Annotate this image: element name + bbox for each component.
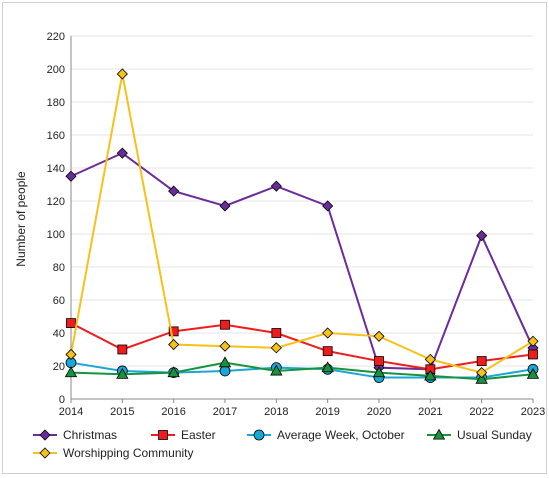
data-point-christmas	[270, 180, 282, 192]
legend: Christmas Easter Average Week, October Usua…	[33, 428, 532, 460]
data-point-average-week-october	[219, 365, 231, 377]
series-line-christmas	[70, 151, 534, 371]
data-point-usual-sunday	[270, 364, 283, 376]
series-worshipping-community	[65, 68, 539, 379]
data-point-christmas	[219, 200, 231, 212]
series-line-usual-sunday	[70, 361, 534, 381]
data-point-christmas	[476, 230, 488, 242]
grid	[71, 35, 533, 400]
data-point-easter	[117, 344, 128, 355]
series-usual-sunday	[64, 356, 540, 384]
data-point-christmas	[116, 147, 128, 159]
legend-marker	[158, 430, 168, 440]
x-tick-label: 2014	[59, 406, 83, 418]
x-tick-label: 2020	[367, 406, 391, 418]
data-point-easter	[271, 328, 282, 338]
data-point-worshipping-community	[270, 342, 282, 354]
legend-label: Worshipping Community	[63, 446, 194, 460]
data-point-christmas	[168, 185, 180, 197]
data-point-easter	[220, 319, 230, 330]
data-point-worshipping-community	[65, 348, 77, 361]
data-point-worshipping-community	[476, 367, 488, 379]
legend-label: Average Week, October	[277, 428, 405, 442]
data-point-worshipping-community	[373, 330, 385, 342]
data-point-easter	[168, 326, 179, 337]
legend-item-christmas: Christmas	[33, 428, 117, 442]
x-tick-label: 2021	[418, 406, 442, 418]
legend-label: Christmas	[63, 428, 117, 442]
y-tick-label: 140	[47, 163, 65, 175]
x-tick-label: 2015	[110, 406, 134, 418]
legend-marker	[432, 428, 446, 440]
data-point-worshipping-community	[322, 327, 334, 339]
legend-label: Usual Sunday	[457, 428, 532, 442]
data-point-usual-sunday	[64, 366, 78, 378]
data-point-usual-sunday	[321, 361, 334, 373]
legend-marker	[39, 429, 51, 441]
x-tick-label: 2023	[521, 406, 545, 418]
data-point-easter	[476, 356, 487, 366]
x-tick-label: 2019	[315, 406, 339, 418]
legend-marker	[253, 429, 265, 441]
series-line-worshipping-community	[70, 73, 534, 374]
data-point-worshipping-community	[168, 338, 180, 351]
y-tick-label: 120	[47, 196, 65, 208]
axes: 0 20 40 60 80 100 120 140 160 180 200 220 2014 2015 20…	[47, 31, 546, 418]
line-chart: 0 20 40 60 80 100 120 140 160 180 200 220 2014 2015 20…	[14, 31, 546, 460]
y-tick-label: 100	[47, 229, 65, 241]
y-tick-label: 40	[53, 328, 65, 340]
data-point-usual-sunday	[424, 369, 437, 381]
x-tick-label: 2017	[213, 406, 237, 418]
series-group	[64, 68, 540, 384]
data-point-christmas	[322, 200, 334, 212]
legend-item-worshipping-community: Worshipping Community	[33, 446, 194, 460]
y-tick-label: 200	[47, 64, 65, 76]
legend-label: Easter	[181, 428, 216, 442]
data-point-easter	[66, 318, 76, 329]
y-tick-label: 220	[47, 31, 65, 43]
y-tick-label: 80	[53, 262, 65, 274]
series-line-easter	[70, 322, 534, 371]
y-tick-label: 60	[53, 295, 65, 307]
data-point-easter	[374, 356, 384, 366]
y-tick-label: 0	[59, 394, 65, 406]
data-point-worshipping-community	[219, 340, 231, 352]
data-point-easter	[528, 349, 538, 360]
legend-item-average-week-october: Average Week, October	[247, 428, 405, 442]
data-point-worshipping-community	[527, 335, 539, 347]
data-point-christmas	[65, 170, 77, 182]
x-tick-label: 2018	[264, 406, 288, 418]
y-tick-label: 180	[47, 97, 65, 109]
y-tick-label: 160	[47, 130, 65, 142]
y-axis-label: Number of people	[14, 171, 28, 267]
data-point-easter	[322, 346, 333, 357]
data-point-usual-sunday	[218, 356, 232, 368]
x-tick-label: 2022	[469, 406, 493, 418]
data-point-worshipping-community	[424, 353, 436, 365]
legend-item-usual-sunday: Usual Sunday	[427, 428, 532, 442]
data-point-usual-sunday	[372, 366, 386, 378]
legend-item-easter: Easter	[151, 428, 216, 442]
data-point-usual-sunday	[167, 366, 180, 378]
x-tick-label: 2016	[161, 406, 185, 418]
y-tick-label: 20	[53, 361, 65, 373]
data-point-usual-sunday	[475, 372, 488, 384]
data-point-usual-sunday	[116, 367, 129, 379]
data-point-usual-sunday	[526, 367, 540, 379]
legend-marker	[39, 447, 51, 459]
data-point-worshipping-community	[116, 68, 128, 80]
